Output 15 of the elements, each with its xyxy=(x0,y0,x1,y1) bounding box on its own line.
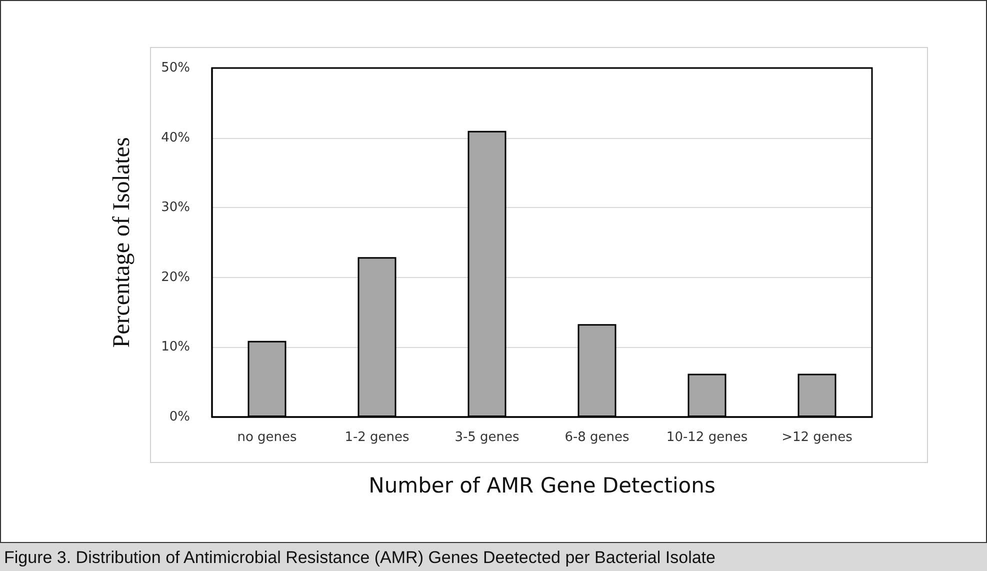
y-tick-label: 50% xyxy=(161,60,190,76)
y-tick-label: 20% xyxy=(161,270,190,285)
y-tick-label: 40% xyxy=(161,130,190,146)
x-tick-label: 1-2 genes xyxy=(344,430,410,445)
x-axis-title: Number of AMR Gene Detections xyxy=(368,474,716,498)
y-tick-label: 0% xyxy=(169,410,190,424)
caption: Figure 3. Distribution of Antimicrobial Resistance (AMR) Genes Deetected per Bacterial Isolate xyxy=(0,542,987,571)
y-axis-title: Percentage of Isolates xyxy=(109,137,135,348)
y-tick-label: 30% xyxy=(161,200,190,216)
y-tick-label: 10% xyxy=(161,340,190,355)
x-tick-label: 6-8 genes xyxy=(564,430,630,445)
x-tick-label: 3-5 genes xyxy=(454,430,520,445)
x-tick-label: no genes xyxy=(237,430,298,445)
x-tick-label: >12 genes xyxy=(782,430,853,445)
x-tick-label: 10-12 genes xyxy=(666,430,748,445)
